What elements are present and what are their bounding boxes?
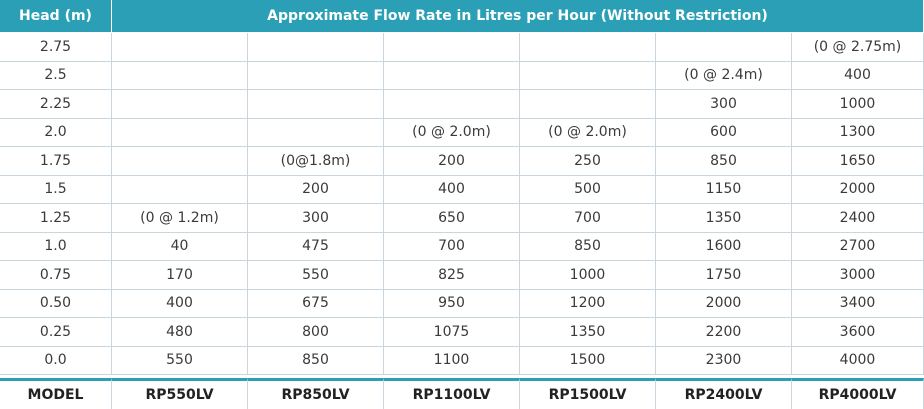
head-cell: 1.5: [0, 175, 112, 204]
flow-cell: 825: [384, 261, 520, 290]
head-cell: 2.75: [0, 33, 112, 62]
flow-cell: 850: [656, 147, 792, 176]
flow-cell: 850: [248, 346, 384, 375]
flow-cell: 1100: [384, 346, 520, 375]
head-cell: 1.75: [0, 147, 112, 176]
head-cell: 0.0: [0, 346, 112, 375]
flow-cell: 550: [248, 261, 384, 290]
flow-cell: 300: [248, 204, 384, 233]
flow-cell: 2300: [656, 346, 792, 375]
flow-cell: 650: [384, 204, 520, 233]
flow-cell: 850: [520, 232, 656, 261]
flow-cell: 1075: [384, 318, 520, 347]
model-cell: RP4000LV: [792, 378, 924, 409]
flow-cell: 1350: [656, 204, 792, 233]
flow-cell: [384, 90, 520, 119]
flow-cell: 2000: [656, 289, 792, 318]
flow-cell: 1750: [656, 261, 792, 290]
flow-cell: 600: [656, 118, 792, 147]
flow-cell: 2400: [792, 204, 924, 233]
flow-cell: (0 @ 2.0m): [520, 118, 656, 147]
flow-cell: [384, 61, 520, 90]
flow-cell: 2200: [656, 318, 792, 347]
head-cell: 1.25: [0, 204, 112, 233]
head-cell: 0.50: [0, 289, 112, 318]
flow-cell: [112, 61, 248, 90]
flow-cell: 700: [384, 232, 520, 261]
flow-cell: 1000: [520, 261, 656, 290]
head-cell: 1.0: [0, 232, 112, 261]
flow-cell: 1200: [520, 289, 656, 318]
flow-cell: 700: [520, 204, 656, 233]
model-cell: RP2400LV: [656, 378, 792, 409]
flow-cell: 1000: [792, 90, 924, 119]
model-cell: RP1100LV: [384, 378, 520, 409]
flow-cell: 200: [248, 175, 384, 204]
flow-cell: 550: [112, 346, 248, 375]
flow-cell: [112, 33, 248, 62]
flow-cell: 950: [384, 289, 520, 318]
flow-cell: 3000: [792, 261, 924, 290]
head-label: Head (m): [0, 0, 112, 33]
table-title: Approximate Flow Rate in Litres per Hour…: [112, 0, 924, 33]
flow-cell: 300: [656, 90, 792, 119]
flow-cell: 400: [112, 289, 248, 318]
model-cell: RP1500LV: [520, 378, 656, 409]
flow-cell: 2000: [792, 175, 924, 204]
flow-cell: [520, 33, 656, 62]
flow-cell: 400: [792, 61, 924, 90]
flow-cell: [112, 147, 248, 176]
flow-cell: (0 @ 2.0m): [384, 118, 520, 147]
model-cell: RP850LV: [248, 378, 384, 409]
flow-cell: 170: [112, 261, 248, 290]
flow-cell: 4000: [792, 346, 924, 375]
model-cell: MODEL: [0, 378, 112, 409]
flow-cell: 250: [520, 147, 656, 176]
head-cell: 2.5: [0, 61, 112, 90]
flow-cell: [248, 61, 384, 90]
flow-cell: [112, 90, 248, 119]
flow-cell: (0 @ 2.75m): [792, 33, 924, 62]
flow-cell: 480: [112, 318, 248, 347]
flow-cell: [248, 118, 384, 147]
flow-cell: 200: [384, 147, 520, 176]
flow-cell: 1350: [520, 318, 656, 347]
flow-cell: 675: [248, 289, 384, 318]
flow-cell: 500: [520, 175, 656, 204]
flow-cell: [520, 61, 656, 90]
flow-cell: (0 @ 1.2m): [112, 204, 248, 233]
head-cell: 0.75: [0, 261, 112, 290]
flow-cell: 1150: [656, 175, 792, 204]
flow-cell: 3600: [792, 318, 924, 347]
flow-cell: (0@1.8m): [248, 147, 384, 176]
flow-cell: [656, 33, 792, 62]
flow-cell: 800: [248, 318, 384, 347]
flow-cell: 40: [112, 232, 248, 261]
flow-cell: 400: [384, 175, 520, 204]
flow-cell: [112, 118, 248, 147]
flow-cell: (0 @ 2.4m): [656, 61, 792, 90]
flow-cell: 1600: [656, 232, 792, 261]
flow-cell: [384, 33, 520, 62]
flow-cell: 3400: [792, 289, 924, 318]
head-cell: 2.0: [0, 118, 112, 147]
flow-cell: [520, 90, 656, 119]
flow-cell: 475: [248, 232, 384, 261]
head-cell: 2.25: [0, 90, 112, 119]
flow-cell: [248, 33, 384, 62]
flow-cell: 1500: [520, 346, 656, 375]
flow-cell: 1650: [792, 147, 924, 176]
head-cell: 0.25: [0, 318, 112, 347]
flow-cell: [248, 90, 384, 119]
flow-cell: 2700: [792, 232, 924, 261]
flow-cell: [112, 175, 248, 204]
flow-cell: 1300: [792, 118, 924, 147]
model-cell: RP550LV: [112, 378, 248, 409]
